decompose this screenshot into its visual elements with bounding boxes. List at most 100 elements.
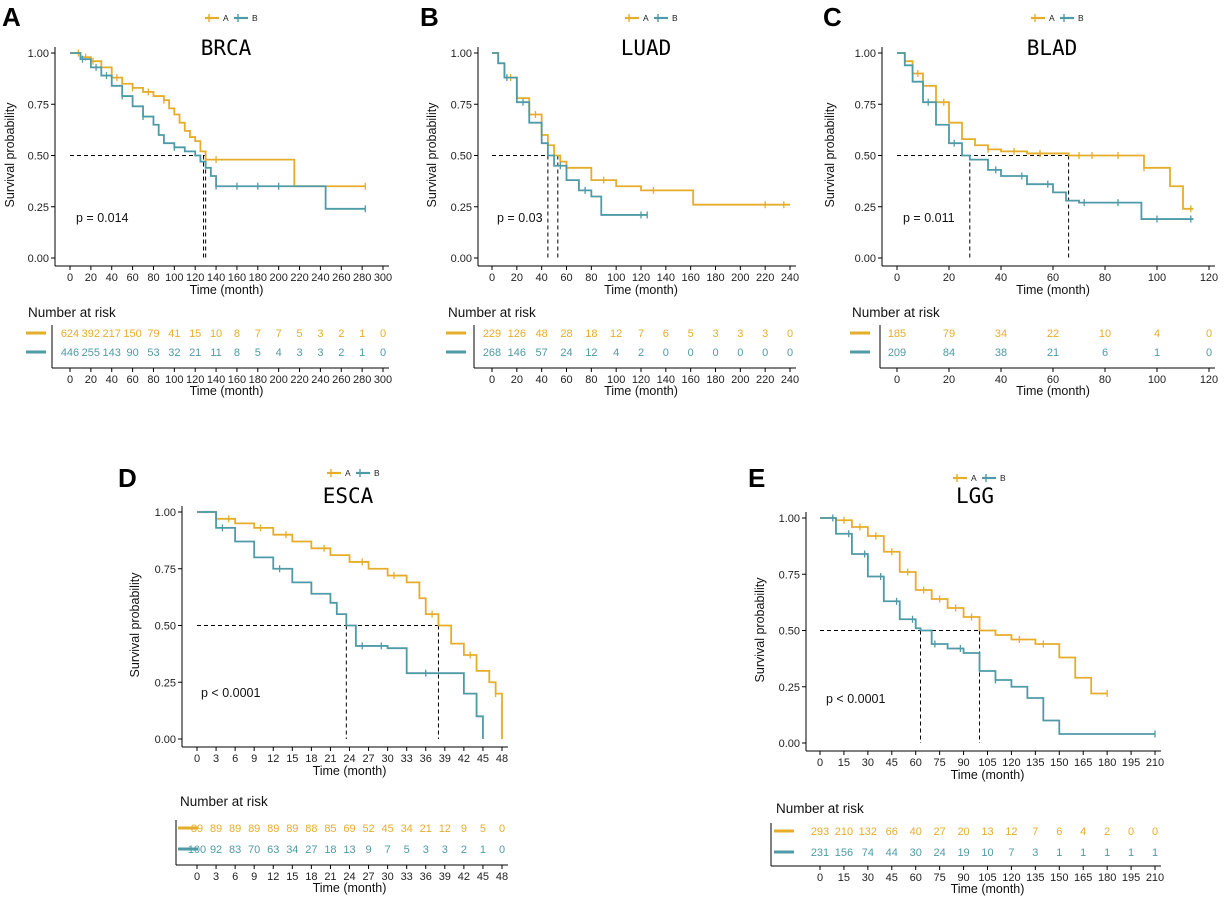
risk-count-b: 4 [276,347,282,359]
risk-x-tick-label: 60 [126,374,138,386]
risk-x-tick-label: 120 [1200,374,1218,386]
x-tick-label: 48 [496,753,508,765]
x-tick-label: 240 [781,272,799,284]
y-tick-label: 0.75 [28,99,49,111]
risk-count-a: 185 [888,328,906,340]
risk-count-b: 70 [248,844,260,856]
risk-x-tick-label: 60 [1047,374,1059,386]
risk-count-a: 85 [324,823,336,835]
x-tick-label: 140 [207,272,225,284]
x-tick-label: 80 [147,272,159,284]
x-tick-label: 120 [632,272,650,284]
x-tick-label: 39 [439,753,451,765]
x-tick-label: 24 [343,753,355,765]
survival-curve-a [492,52,790,206]
chart-title: LUAD [621,36,672,60]
risk-x-tick-label: 80 [147,374,159,386]
risk-count-a: 0 [1206,328,1212,340]
y-axis-label: Survival probability [3,102,17,208]
risk-count-b: 74 [862,847,874,859]
risk-count-a: 13 [981,826,993,838]
x-tick-label: 100 [1148,272,1166,284]
risk-count-b: 0 [499,844,505,856]
risk-count-b: 83 [229,844,241,856]
risk-count-a: 1 [359,328,365,340]
risk-count-a: 7 [1032,826,1038,838]
risk-count-a: 132 [859,826,877,838]
x-tick-label: 200 [731,272,749,284]
x-tick-label: 210 [1146,757,1164,769]
x-tick-label: 20 [511,272,523,284]
risk-count-b: 209 [888,347,906,359]
risk-count-b: 231 [811,847,829,859]
risk-count-b: 0 [380,347,386,359]
risk-count-a: 34 [401,823,413,835]
x-tick-label: 220 [756,272,774,284]
y-tick-label: 0.00 [855,253,876,265]
risk-count-b: 24 [560,347,572,359]
y-tick-label: 0.00 [451,253,472,265]
risk-x-tick-label: 33 [401,871,413,883]
risk-count-a: 3 [762,328,768,340]
risk-count-a: 0 [380,328,386,340]
risk-count-a: 18 [585,328,597,340]
risk-x-tick-label: 135 [1026,872,1044,884]
risk-x-tick-label: 21 [324,871,336,883]
risk-x-tick-label: 180 [706,374,724,386]
risk-x-tick-label: 105 [978,872,996,884]
x-tick-label: 80 [585,272,597,284]
x-tick-label: 120 [186,272,204,284]
x-tick-label: 60 [126,272,138,284]
risk-x-tick-label: 120 [1002,872,1020,884]
x-tick-label: 33 [401,753,413,765]
risk-count-a: 12 [439,823,451,835]
risk-count-b: 3 [442,844,448,856]
y-tick-label: 1.00 [779,513,800,525]
risk-count-b: 38 [995,347,1007,359]
y-tick-label: 0.75 [855,99,876,111]
y-axis-label: Survival probability [425,102,439,208]
x-tick-label: 40 [536,272,548,284]
risk-x-tick-label: 180 [249,374,267,386]
risk-count-b: 44 [886,847,898,859]
x-tick-label: 180 [1098,757,1116,769]
risk-count-b: 32 [168,347,180,359]
risk-x-tick-label: 260 [332,374,350,386]
risk-count-b: 90 [126,347,138,359]
risk-x-tick-label: 40 [995,374,1007,386]
risk-count-a: 624 [61,328,79,340]
risk-count-a: 45 [382,823,394,835]
x-tick-label: 120 [1002,757,1020,769]
risk-x-tick-label: 18 [305,871,317,883]
x-tick-label: 260 [332,272,350,284]
risk-count-b: 7 [1008,847,1014,859]
x-tick-label: 27 [362,753,374,765]
y-tick-label: 1.00 [855,48,876,60]
risk-count-b: 1 [359,347,365,359]
chart-title: LGG [956,484,994,508]
risk-count-b: 1 [480,844,486,856]
risk-count-b: 10 [981,847,993,859]
survival-curve-b [897,52,1194,220]
x-tick-label: 100 [607,272,625,284]
risk-count-a: 293 [811,826,829,838]
x-tick-label: 6 [232,753,238,765]
risk-table: Number at risk29323102101561513274306644… [770,801,1164,896]
y-tick-label: 0.25 [155,677,176,689]
legend-label-b: B [1000,473,1006,483]
risk-table: Number at risk89100089923898368970989631… [175,794,508,895]
risk-x-tick-label: 27 [362,871,374,883]
survival-curve-a [820,517,1108,695]
risk-count-b: 2 [338,347,344,359]
risk-count-b: 11 [210,347,221,359]
risk-x-tick-label: 100 [1148,374,1166,386]
x-tick-label: 60 [910,757,922,769]
risk-count-a: 5 [296,328,302,340]
risk-table-title: Number at risk [180,794,268,809]
x-tick-label: 30 [382,753,394,765]
x-axis-label: Time (month) [604,283,678,297]
